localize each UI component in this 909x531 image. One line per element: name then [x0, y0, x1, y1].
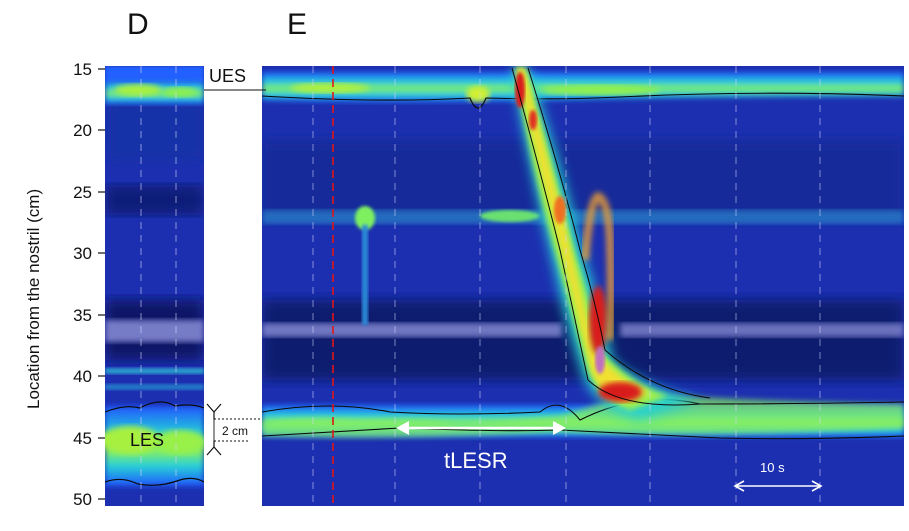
- y-tick-label-35: 35: [73, 306, 92, 325]
- y-tick-label-50: 50: [73, 490, 92, 509]
- span-label: 2 cm: [222, 424, 248, 438]
- panel-letter-d: D: [127, 8, 149, 41]
- panel-letter-e: E: [287, 8, 308, 41]
- y-tick-label-15: 15: [73, 60, 92, 79]
- panel-e-heatmap: [262, 66, 904, 506]
- time-scale-bar: 10 s: [733, 460, 823, 492]
- les-label: LES: [130, 430, 164, 450]
- arrow-left-icon: [396, 421, 409, 435]
- les-annotation: LES 2 cm: [130, 403, 262, 456]
- tlesr-annotation: tLESR: [396, 421, 566, 473]
- y-tick-label-25: 25: [73, 183, 92, 202]
- arrow-up-icon: [206, 446, 222, 456]
- tlesr-label: tLESR: [444, 448, 508, 473]
- ues-label: UES: [209, 66, 246, 86]
- arrow-right-icon: [811, 480, 823, 492]
- arrow-down-icon: [206, 403, 222, 413]
- swallow-contraction: [511, 67, 711, 420]
- arrow-right-icon: [553, 421, 566, 435]
- scale-label: 10 s: [760, 460, 785, 475]
- y-tick-label-40: 40: [73, 367, 92, 386]
- time-gridlines: [312, 66, 821, 506]
- panel-d-heatmap: [105, 66, 204, 506]
- y-tick-label-20: 20: [73, 121, 92, 140]
- y-tick-label-45: 45: [73, 429, 92, 448]
- y-tick-label-30: 30: [73, 244, 92, 263]
- ues-annotation: UES: [204, 66, 266, 91]
- arrow-left-icon: [733, 480, 745, 492]
- y-axis: 15 20 25 30 35 40 45 50: [73, 60, 105, 509]
